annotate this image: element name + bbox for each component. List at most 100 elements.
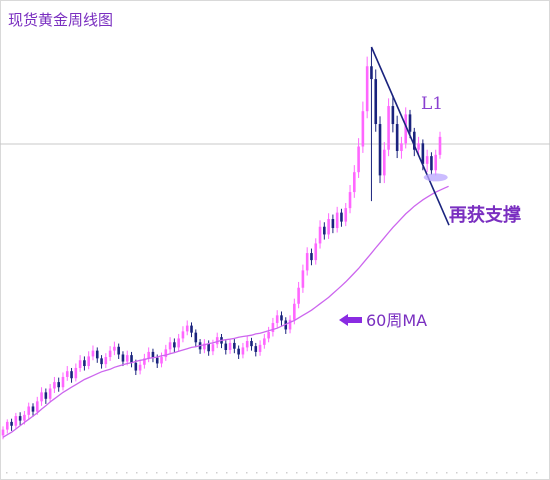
edge-dot	[156, 472, 158, 474]
edge-dot	[236, 472, 238, 474]
edge-dot	[396, 472, 398, 474]
candle-body	[147, 351, 150, 359]
edge-dot	[516, 472, 518, 474]
candle-body	[27, 406, 31, 415]
candle-body	[151, 351, 155, 358]
candle-body	[412, 131, 416, 150]
candle-body	[378, 124, 382, 176]
candle-body	[173, 342, 176, 348]
candle-body	[301, 270, 305, 288]
edge-dot	[506, 472, 508, 474]
candle-body	[323, 226, 326, 235]
edge-dot	[246, 472, 248, 474]
candle-body	[35, 401, 39, 412]
edge-dot	[356, 472, 358, 474]
edge-dot	[76, 472, 78, 474]
candle-body	[143, 358, 146, 365]
edge-dot	[296, 472, 298, 474]
candle-body	[48, 388, 52, 399]
candle-body	[31, 406, 35, 412]
candle-body	[61, 376, 65, 388]
edge-dot	[256, 472, 258, 474]
candle-body	[361, 111, 365, 147]
ma-arrow-head	[339, 314, 348, 326]
candle-body	[318, 226, 322, 244]
edge-dot	[6, 472, 8, 474]
candle-body	[293, 303, 296, 320]
edge-dot	[126, 472, 128, 474]
candle-body	[387, 106, 390, 150]
edge-dot	[376, 472, 378, 474]
candles-group	[1, 47, 442, 440]
candle-body	[108, 350, 112, 358]
candle-body	[245, 341, 249, 348]
ma60-line	[2, 185, 449, 438]
candle-body	[408, 114, 412, 132]
edge-dot	[436, 472, 438, 474]
candle-body	[310, 253, 313, 261]
edge-dot	[526, 472, 528, 474]
candle-body	[241, 347, 245, 355]
candle-body	[374, 79, 378, 125]
candle-body	[10, 421, 13, 426]
edge-dot	[176, 472, 178, 474]
candle-body	[215, 337, 219, 345]
candle-body	[211, 344, 215, 352]
edge-dot	[116, 472, 118, 474]
candle-body	[138, 364, 142, 371]
edge-dot	[386, 472, 388, 474]
candle-body	[254, 346, 258, 352]
candle-body	[87, 356, 90, 367]
candle-body	[190, 325, 193, 333]
edge-dot	[106, 472, 108, 474]
candle-body	[438, 136, 442, 155]
edge-dot	[186, 472, 188, 474]
candle-body	[267, 332, 270, 339]
candle-body	[117, 346, 120, 355]
edge-dot	[16, 472, 18, 474]
edge-dot	[486, 472, 488, 474]
candle-body	[400, 143, 403, 151]
edge-dot	[336, 472, 338, 474]
trendline-label: L1	[421, 94, 444, 114]
candle-body	[65, 371, 69, 377]
candle-body	[91, 350, 95, 357]
candle-body	[207, 343, 210, 352]
candle-body	[344, 208, 348, 222]
candle-body	[113, 346, 116, 351]
candle-body	[14, 416, 18, 426]
edge-dot	[146, 472, 148, 474]
candle-body	[134, 362, 138, 371]
candle-body	[160, 357, 163, 364]
candle-body	[395, 124, 399, 151]
candle-body	[1, 429, 5, 436]
candle-body	[23, 414, 26, 421]
candle-body	[348, 192, 352, 209]
candle-body	[271, 323, 275, 333]
candle-body	[121, 354, 125, 362]
candle-body	[434, 154, 438, 171]
candle-body	[391, 106, 395, 125]
candle-body	[331, 219, 335, 229]
candle-body	[365, 66, 369, 112]
chart-title: 现货黄金周线图	[8, 11, 114, 29]
edge-dot	[326, 472, 328, 474]
candle-body	[78, 360, 82, 368]
edge-dot	[456, 472, 458, 474]
support-marker	[423, 173, 448, 182]
candle-body	[177, 338, 180, 348]
edge-dot	[496, 472, 498, 474]
edge-dot	[426, 472, 428, 474]
candle-body	[314, 243, 318, 261]
candle-body	[194, 332, 198, 343]
candle-body	[104, 357, 108, 365]
edge-dot	[276, 472, 278, 474]
edge-dot	[266, 472, 268, 474]
candle-body	[5, 421, 9, 430]
edge-dot	[216, 472, 218, 474]
edge-dot	[166, 472, 168, 474]
candle-body	[357, 146, 360, 173]
candle-body	[288, 319, 292, 330]
candle-body	[130, 355, 133, 363]
